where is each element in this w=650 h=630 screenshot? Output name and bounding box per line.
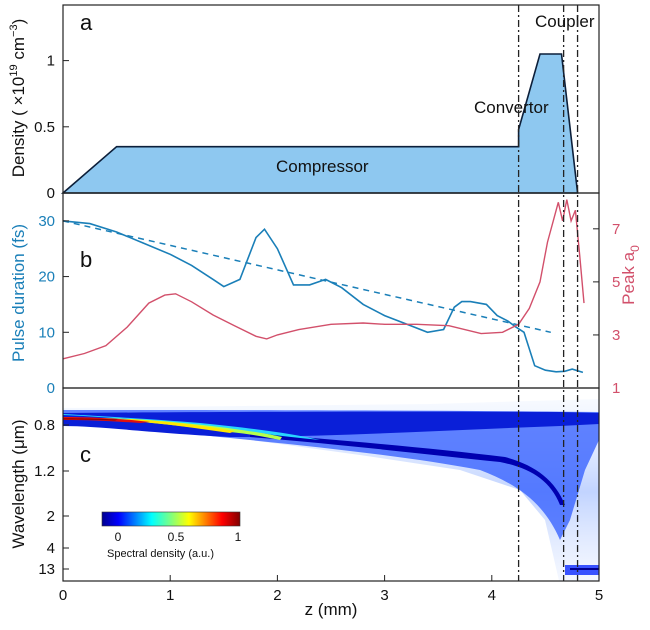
boundary-lines: [517, 5, 579, 581]
x-tick-label: 1: [166, 587, 174, 604]
x-tick-label: 0: [59, 587, 67, 604]
panel-letter-b: b: [80, 247, 92, 272]
x-tick-label: 2: [273, 587, 281, 604]
y-ticks-c: 0.8 1.2 2 4 13: [34, 417, 69, 578]
y-tick-label-right-b: 7: [612, 221, 620, 238]
y-axis-label-c: Wavelength (μm): [9, 419, 28, 548]
label-compressor: Compressor: [276, 157, 369, 176]
colorbar-gradient: [101, 511, 241, 527]
y-axis-label-a: Density ( ×1019 cm−3): [8, 19, 28, 178]
y-tick-label-a: 0: [47, 185, 55, 202]
y-axis-label-right-b: Peak a0: [619, 245, 642, 305]
y-tick-label-right-b: 1: [612, 380, 620, 397]
spectral-heatmap: [63, 399, 599, 581]
y-ticks-right-b: 1 3 5 7: [593, 221, 620, 397]
density-profile-area: [60, 53, 579, 194]
heatmap-yellow-band: [120, 419, 235, 433]
y-tick-label-c: 0.8: [34, 417, 55, 434]
heatmap-darkred-core: [63, 418, 118, 421]
heatmap-core-band: [63, 411, 599, 437]
colorbar-tick-1: 0.5: [168, 530, 185, 544]
panel-c: c 0 0.5 1 Spectral density (a.u.) 0.8 1.2…: [9, 387, 603, 619]
y-tick-label-a: 0.5: [34, 119, 55, 136]
x-tick-label: 4: [488, 587, 496, 604]
panel-b: b 0 10 20 30 1 3 5 7 Pulse duration (fs) Peak …: [9, 192, 642, 397]
label-convertor: Convertor: [474, 98, 549, 117]
pulse-duration-trend-dashed: [62, 220, 551, 334]
colorbar: 0 0.5 1 Spectral density (a.u.): [101, 511, 242, 560]
colorbar-tick-2: 1: [235, 530, 242, 544]
pulse-duration-line: [62, 220, 584, 374]
x-axis-label: z (mm): [305, 600, 358, 619]
y-tick-label-c: 13: [38, 561, 55, 578]
panel-a: a Compressor Convertor Coupler 00.51 Den…: [8, 4, 600, 202]
x-tick-label: 5: [595, 587, 603, 604]
panel-letter-c: c: [80, 442, 91, 467]
colorbar-tick-0: 0: [115, 530, 122, 544]
y-tick-label-left-b: 10: [38, 324, 55, 341]
y-tick-label-left-b: 30: [38, 213, 55, 230]
heatmap-lower-branch: [250, 433, 565, 505]
y-tick-label-c: 4: [47, 540, 55, 557]
y-tick-label-c: 2: [47, 508, 55, 525]
y-ticks-a: 00.51: [34, 53, 69, 202]
y-tick-label-c: 1.2: [34, 463, 55, 480]
y-ticks-left-b: 0 10 20 30: [38, 213, 69, 397]
axes-frame-c: [62, 387, 600, 582]
panel-letter-a: a: [80, 10, 93, 35]
colorbar-label: Spectral density (a.u.): [107, 548, 214, 560]
y-axis-label-left-b: Pulse duration (fs): [9, 224, 28, 362]
y-tick-label-a: 1: [47, 53, 55, 70]
y-tick-label-left-b: 0: [47, 380, 55, 397]
y-tick-label-left-b: 20: [38, 269, 55, 286]
heatmap-body: [63, 410, 599, 540]
peak-a0-line: [62, 199, 585, 360]
y-tick-label-right-b: 3: [612, 327, 620, 344]
label-coupler: Coupler: [535, 12, 595, 31]
y-tick-label-right-b: 5: [612, 274, 620, 291]
x-tick-label: 3: [380, 587, 388, 604]
